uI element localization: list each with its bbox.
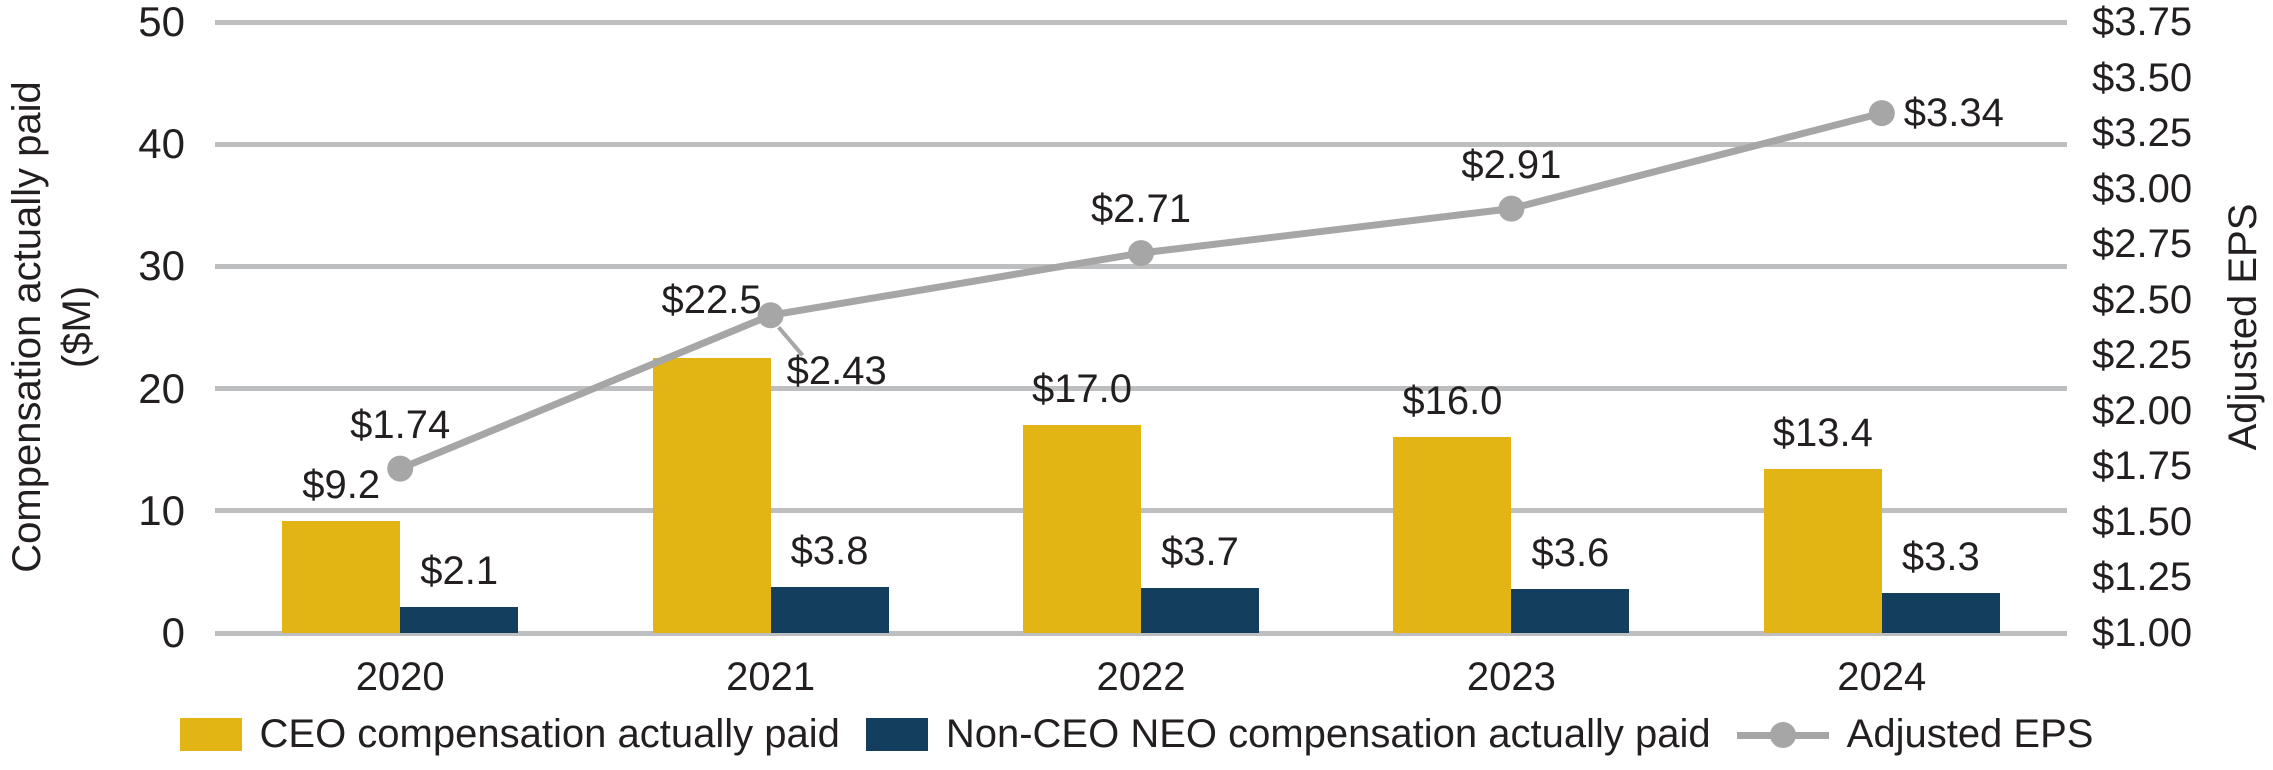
neo-bar-value-label: $3.3 [1901, 534, 1980, 579]
gridline [215, 630, 2067, 636]
legend-item-ceo-compensation: CEO compensation actually paid [179, 712, 840, 757]
x-axis-label: 2022 [1096, 655, 1186, 699]
legend-item-neo-compensation: Non-CEO NEO compensation actually paid [865, 712, 1711, 757]
neo-bar-value-label: $3.8 [790, 528, 869, 573]
eps-value-label: $3.34 [1903, 91, 2004, 136]
ceo-bar-value-label: $9.2 [302, 462, 381, 507]
gridline [215, 508, 2067, 514]
eps-axis-tick-label: $3.25 [2092, 111, 2193, 156]
x-axis-label: 2023 [1466, 655, 1556, 699]
ceo-compensation-swatch-icon [179, 718, 242, 751]
gridline [215, 263, 2067, 269]
y-axis-tick-label: 20 [138, 364, 185, 412]
eps-axis-tick-label: $2.50 [2092, 277, 2193, 322]
y-axis-tick-label: 50 [138, 0, 185, 45]
eps-value-label: $2.43 [786, 349, 887, 394]
left-axis-title-line2: ($M) [55, 285, 99, 369]
eps-axis-tick-label: $1.50 [2092, 499, 2193, 544]
right-axis-title: Adjusted EPS [2221, 203, 2265, 451]
eps-value-label: $2.71 [1090, 187, 1192, 232]
ceo-compensation-bar [1763, 469, 1882, 633]
neo-compensation-bar [400, 607, 519, 633]
eps-value-label: $1.74 [350, 402, 451, 447]
y-axis-tick-label: 10 [138, 486, 185, 534]
gridline [215, 141, 2067, 147]
ceo-bar-value-label: $16.0 [1402, 379, 1503, 424]
eps-axis-tick-label: $2.25 [2092, 333, 2193, 378]
eps-axis-tick-label: $3.00 [2092, 166, 2193, 211]
eps-axis-tick-label: $2.00 [2092, 388, 2193, 433]
eps-axis-tick-label: $3.75 [2092, 0, 2193, 44]
adjusted-eps-line-marker-icon [1736, 721, 1829, 749]
legend-label-adjusted-eps: Adjusted EPS [1846, 712, 2094, 756]
neo-bar-value-label: $2.1 [420, 549, 499, 594]
neo-compensation-bar [1881, 592, 2000, 633]
eps-axis-tick-label: $2.75 [2092, 222, 2193, 267]
neo-compensation-bar [1141, 587, 1259, 633]
y-axis-tick-label: 0 [161, 609, 185, 656]
eps-marker-dot [1769, 721, 1796, 748]
ceo-compensation-bar [282, 520, 401, 633]
gridline [215, 19, 2067, 25]
eps-axis-tick-label: $1.75 [2092, 444, 2193, 489]
x-axis-label: 2021 [726, 655, 816, 699]
legend: CEO compensation actually paid Non-CEO N… [0, 712, 2273, 757]
legend-item-adjusted-eps: Adjusted EPS [1736, 712, 2094, 757]
neo-compensation-bar [770, 586, 889, 633]
neo-bar-value-label: $3.6 [1531, 531, 1610, 575]
ceo-bar-value-label: $13.4 [1772, 411, 1873, 456]
ceo-bar-value-label: $22.5 [661, 278, 762, 323]
ceo-bar-value-label: $17.0 [1031, 367, 1133, 412]
eps-data-point [1868, 100, 1895, 127]
x-axis-label: 2024 [1837, 655, 1927, 699]
ceo-compensation-bar [652, 358, 771, 633]
eps-axis-tick-label: $1.00 [2092, 611, 2193, 655]
eps-data-point [1128, 240, 1154, 267]
y-axis-tick-label: 40 [138, 120, 185, 168]
neo-bar-value-label: $3.7 [1161, 529, 1239, 574]
eps-axis-tick-label: $1.25 [2092, 555, 2193, 600]
neo-compensation-bar [1511, 589, 1630, 633]
eps-data-point [1498, 195, 1525, 222]
legend-label-ceo-compensation: CEO compensation actually paid [259, 712, 840, 756]
eps-value-label: $2.91 [1461, 142, 1562, 187]
eps-axis-tick-label: $3.50 [2092, 55, 2193, 100]
x-axis-label: 2020 [355, 655, 445, 699]
y-axis-tick-label: 30 [138, 242, 185, 290]
legend-label-neo-compensation: Non-CEO NEO compensation actually paid [945, 712, 1711, 756]
neo-compensation-swatch-icon [865, 718, 928, 751]
